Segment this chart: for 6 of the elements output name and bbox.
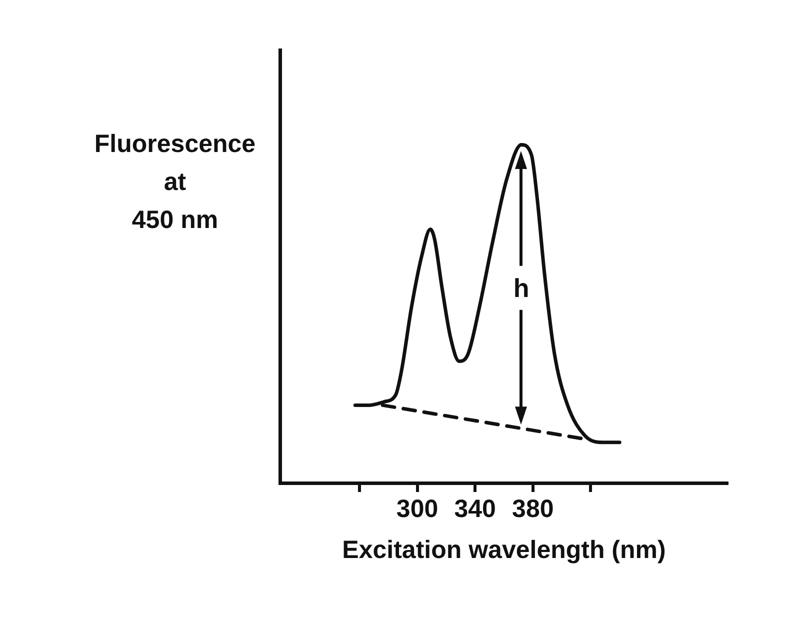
x-tick-label: 300 [396, 494, 438, 523]
annotation: h [513, 272, 530, 303]
y-axis-title: Fluorescence at 450 nm [93, 129, 257, 236]
x-tick-label: 340 [454, 494, 496, 523]
x-tick-label: 380 [512, 494, 554, 523]
x-axis-title: Excitation wavelength (nm) [342, 536, 666, 564]
